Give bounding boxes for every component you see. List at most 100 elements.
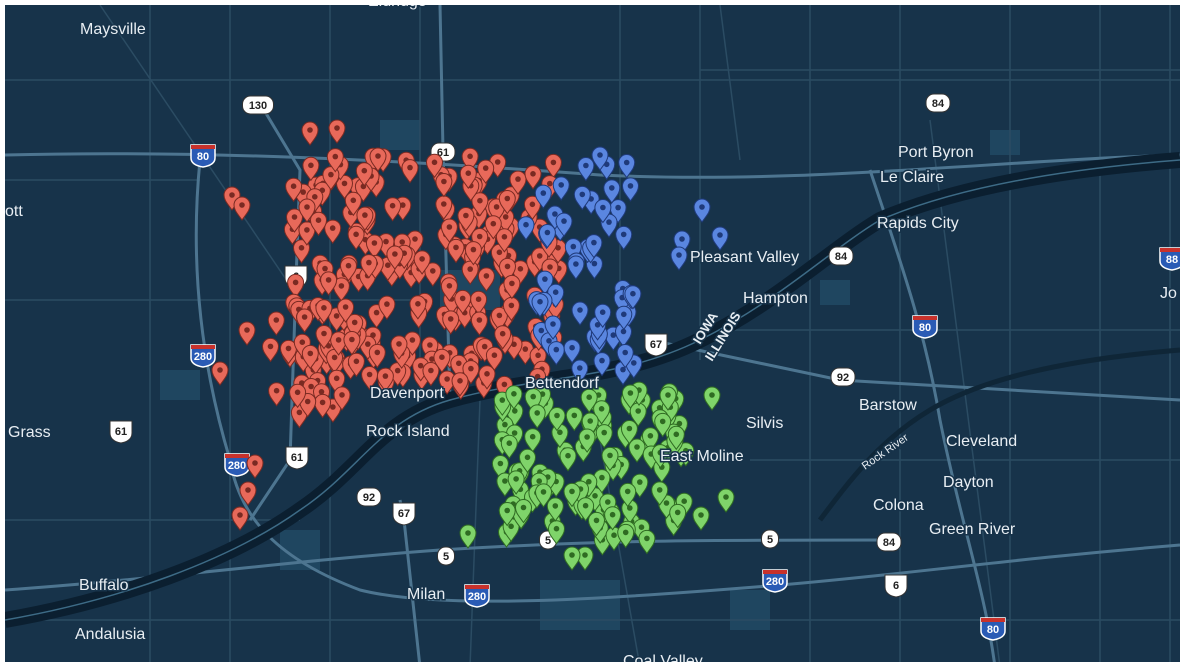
map-marker[interactable]: [638, 529, 656, 555]
map-marker[interactable]: [547, 520, 566, 545]
map-marker[interactable]: [538, 224, 556, 249]
map-marker[interactable]: [454, 289, 472, 315]
map-marker[interactable]: [296, 308, 314, 333]
map-marker[interactable]: [356, 206, 374, 231]
map-marker[interactable]: [285, 177, 303, 203]
map-marker[interactable]: [360, 254, 378, 279]
map-marker[interactable]: [368, 343, 386, 369]
map-marker[interactable]: [544, 153, 562, 179]
map-marker[interactable]: [547, 341, 565, 366]
map-marker[interactable]: [563, 339, 581, 364]
map-marker[interactable]: [615, 305, 633, 331]
map-marker[interactable]: [330, 331, 348, 356]
map-marker[interactable]: [378, 295, 396, 320]
map-marker[interactable]: [577, 497, 595, 522]
map-marker[interactable]: [669, 503, 687, 529]
map-marker[interactable]: [451, 372, 469, 397]
map-marker[interactable]: [514, 499, 533, 524]
map-marker[interactable]: [618, 154, 636, 179]
map-marker[interactable]: [670, 246, 688, 271]
map-marker[interactable]: [617, 523, 635, 549]
map-marker[interactable]: [624, 285, 642, 310]
map-marker[interactable]: [292, 239, 311, 264]
map-marker[interactable]: [347, 225, 365, 251]
map-marker[interactable]: [289, 383, 307, 409]
map-marker[interactable]: [355, 162, 373, 187]
map-marker[interactable]: [302, 156, 320, 182]
map-marker[interactable]: [287, 273, 305, 299]
map-marker[interactable]: [493, 391, 511, 416]
map-marker[interactable]: [507, 470, 525, 495]
map-marker[interactable]: [571, 359, 589, 384]
map-marker[interactable]: [315, 299, 333, 324]
map-marker[interactable]: [298, 221, 316, 246]
map-marker[interactable]: [651, 481, 669, 506]
map-marker[interactable]: [651, 444, 669, 469]
map-marker[interactable]: [621, 177, 640, 202]
map-marker[interactable]: [337, 298, 355, 323]
map-marker[interactable]: [717, 488, 735, 513]
map-marker[interactable]: [523, 195, 541, 221]
map-marker[interactable]: [344, 191, 362, 217]
map-marker[interactable]: [555, 212, 573, 237]
map-marker[interactable]: [471, 192, 489, 217]
map-marker[interactable]: [332, 277, 350, 302]
map-marker[interactable]: [461, 260, 479, 285]
map-marker[interactable]: [534, 184, 552, 209]
map-marker[interactable]: [615, 225, 633, 251]
map-marker[interactable]: [654, 412, 672, 438]
map-marker[interactable]: [505, 385, 523, 410]
map-marker[interactable]: [413, 250, 431, 275]
map-marker[interactable]: [498, 502, 516, 527]
map-marker[interactable]: [365, 234, 383, 259]
map-marker[interactable]: [435, 173, 453, 198]
map-marker[interactable]: [677, 442, 695, 467]
map-marker[interactable]: [339, 257, 358, 282]
map-marker[interactable]: [231, 506, 249, 531]
map-marker[interactable]: [477, 267, 495, 292]
map-marker[interactable]: [279, 339, 298, 365]
map-marker[interactable]: [490, 306, 508, 332]
map-marker[interactable]: [619, 482, 637, 508]
map-marker[interactable]: [485, 346, 503, 372]
map-marker[interactable]: [601, 446, 619, 472]
map-marker[interactable]: [620, 420, 638, 445]
map-marker[interactable]: [376, 367, 394, 392]
map-marker[interactable]: [604, 506, 622, 531]
map-marker[interactable]: [298, 198, 316, 223]
map-marker[interactable]: [285, 208, 304, 233]
map-marker[interactable]: [322, 166, 340, 191]
map-marker[interactable]: [594, 199, 612, 224]
map-marker[interactable]: [347, 352, 365, 378]
map-marker[interactable]: [544, 315, 562, 340]
map-marker[interactable]: [580, 388, 598, 414]
map-marker[interactable]: [324, 219, 342, 244]
map-marker[interactable]: [621, 384, 639, 409]
map-marker[interactable]: [470, 311, 488, 336]
map-marker[interactable]: [435, 195, 453, 220]
map-marker[interactable]: [442, 310, 460, 335]
map-marker[interactable]: [531, 293, 549, 318]
map-marker[interactable]: [459, 524, 477, 549]
map-marker[interactable]: [459, 164, 477, 190]
map-marker[interactable]: [641, 427, 659, 452]
map-marker[interactable]: [333, 386, 351, 411]
map-marker[interactable]: [693, 198, 711, 223]
map-marker[interactable]: [425, 153, 444, 179]
map-marker[interactable]: [484, 215, 502, 240]
map-marker[interactable]: [335, 174, 354, 200]
map-marker[interactable]: [494, 325, 512, 350]
map-marker[interactable]: [239, 481, 257, 506]
map-marker[interactable]: [711, 226, 729, 251]
map-marker[interactable]: [309, 211, 328, 237]
map-marker[interactable]: [518, 448, 537, 474]
map-marker[interactable]: [509, 170, 527, 195]
map-marker[interactable]: [301, 344, 319, 370]
map-marker[interactable]: [593, 352, 611, 377]
map-marker[interactable]: [667, 425, 685, 451]
map-marker[interactable]: [591, 146, 609, 171]
map-marker[interactable]: [546, 497, 564, 522]
map-marker[interactable]: [328, 119, 346, 144]
map-marker[interactable]: [386, 245, 404, 270]
map-marker[interactable]: [616, 344, 634, 369]
